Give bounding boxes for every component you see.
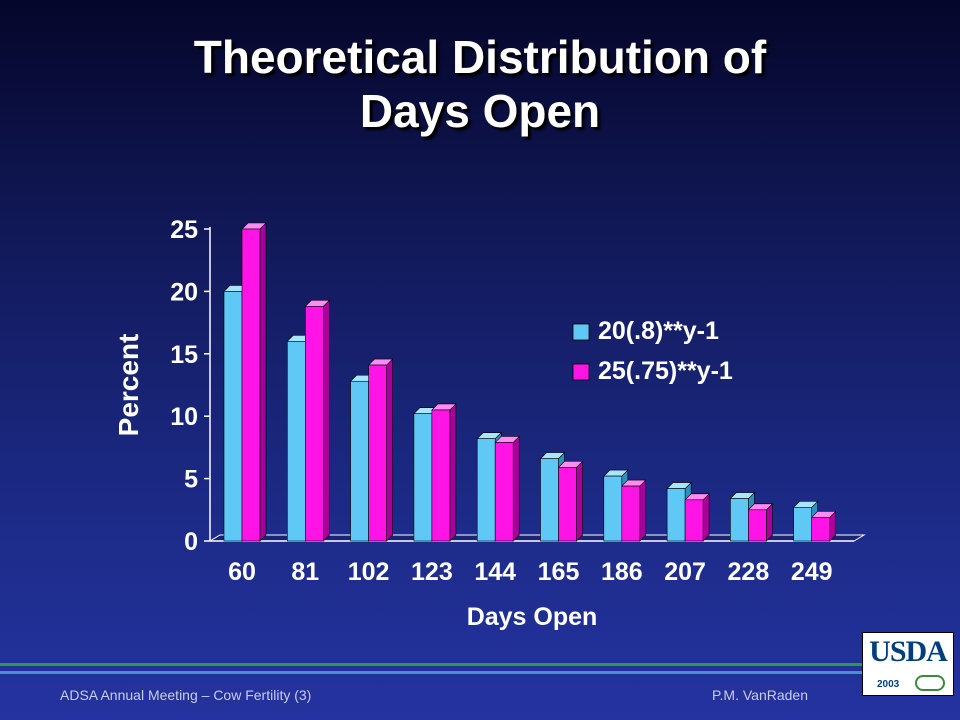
bar-side xyxy=(322,299,330,542)
x-tick-label: 186 xyxy=(601,558,643,586)
bar xyxy=(286,341,306,542)
y-tick-label: 10 xyxy=(170,403,198,431)
bar xyxy=(476,438,496,542)
bar xyxy=(666,488,686,542)
y-tick-label: 15 xyxy=(170,341,198,369)
bar xyxy=(684,499,704,542)
bar-side xyxy=(512,435,520,542)
bar-side xyxy=(386,358,393,542)
bar-chart: 0 5 10 15 20 25 60 81 102 123 144 165 186 207 228 249 Da… xyxy=(113,216,864,631)
bar-side xyxy=(576,460,583,542)
legend-label: 20(.8)**y-1 xyxy=(598,317,719,345)
legend-label: 25(.75)**y-1 xyxy=(598,357,733,385)
x-tick-label: 144 xyxy=(474,558,516,586)
slide-title: Theoretical Distribution of Days Open xyxy=(0,30,960,138)
bar-side xyxy=(702,493,710,542)
bar xyxy=(223,291,243,542)
title-line-1: Theoretical Distribution of xyxy=(193,31,767,83)
bar xyxy=(540,458,559,542)
x-tick-label: 228 xyxy=(728,558,770,586)
x-axis-title: Days Open xyxy=(467,603,598,631)
aipl-mark-icon xyxy=(915,675,945,691)
bar-side xyxy=(639,479,647,542)
x-tick-label: 249 xyxy=(791,558,833,586)
legend-swatch xyxy=(572,363,590,381)
bar xyxy=(413,413,433,542)
logo-text: USDA xyxy=(869,635,948,668)
bar xyxy=(811,516,831,542)
bar xyxy=(793,507,813,542)
x-tick-label: 207 xyxy=(664,558,706,586)
x-tick-label: 60 xyxy=(228,558,256,586)
x-tick-label: 81 xyxy=(291,558,319,586)
legend-swatch xyxy=(572,323,590,341)
bar xyxy=(748,509,767,542)
bar xyxy=(431,409,451,542)
bar xyxy=(621,485,641,542)
bar xyxy=(494,442,514,542)
usda-logo: USDA 2003 xyxy=(862,632,954,696)
bar-side xyxy=(259,222,267,542)
footer-divider-blue xyxy=(0,671,862,674)
x-tick-label: 102 xyxy=(348,558,390,586)
x-tick-label: 165 xyxy=(538,558,580,586)
y-tick-label: 5 xyxy=(184,466,198,494)
footer-left-text: ADSA Annual Meeting – Cow Fertility (3) xyxy=(60,687,312,703)
x-tick-label: 123 xyxy=(411,558,453,586)
footer-divider-green xyxy=(0,663,862,666)
logo-year: 2003 xyxy=(877,679,900,690)
y-tick-label: 0 xyxy=(184,528,198,556)
bar xyxy=(350,380,369,542)
y-axis-title: Percent xyxy=(113,334,144,437)
bar xyxy=(558,467,577,542)
bar xyxy=(603,475,623,542)
bar-side xyxy=(766,503,773,542)
y-tick-label: 20 xyxy=(170,278,198,306)
footer-right-text: P.M. VanRaden xyxy=(712,687,808,703)
title-line-2: Days Open xyxy=(359,85,601,137)
bar xyxy=(730,498,749,542)
y-tick-label: 25 xyxy=(170,216,198,244)
bar xyxy=(304,306,324,542)
bar xyxy=(368,364,387,542)
bar xyxy=(241,228,261,542)
bar-side xyxy=(449,403,457,542)
